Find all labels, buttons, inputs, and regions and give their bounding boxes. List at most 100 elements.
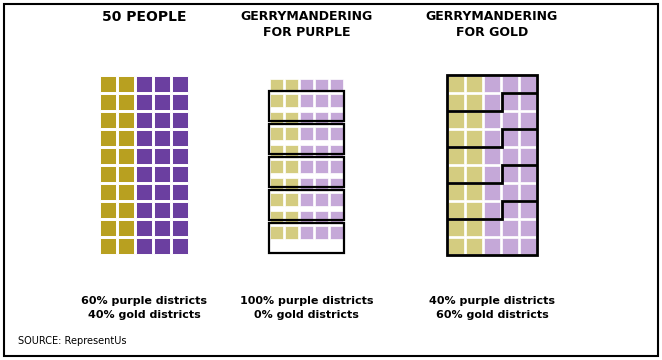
Bar — [300, 145, 313, 158]
Bar — [466, 148, 482, 164]
Bar — [300, 127, 313, 140]
Bar — [172, 112, 188, 128]
Bar — [315, 127, 328, 140]
Bar — [136, 148, 152, 164]
Bar — [330, 79, 343, 92]
Bar — [300, 178, 313, 191]
Bar — [484, 220, 500, 236]
Bar — [448, 166, 464, 182]
Bar — [270, 226, 283, 239]
Bar — [285, 112, 298, 125]
Bar — [502, 112, 518, 128]
Bar — [484, 184, 500, 200]
Bar — [502, 184, 518, 200]
Bar — [269, 223, 344, 253]
Bar — [172, 184, 188, 200]
Bar — [448, 76, 464, 92]
Bar — [300, 211, 313, 224]
Bar — [502, 220, 518, 236]
Bar — [154, 166, 170, 182]
Bar — [118, 76, 134, 92]
Bar — [100, 220, 116, 236]
Bar — [154, 148, 170, 164]
Bar — [520, 238, 536, 254]
Bar — [484, 166, 500, 182]
Bar — [520, 166, 536, 182]
Bar — [285, 211, 298, 224]
Bar — [136, 130, 152, 146]
Bar — [118, 112, 134, 128]
Bar — [100, 238, 116, 254]
Bar — [520, 130, 536, 146]
Bar — [466, 166, 482, 182]
Bar — [315, 112, 328, 125]
Bar — [285, 94, 298, 107]
Text: 100% purple districts
0% gold districts: 100% purple districts 0% gold districts — [240, 296, 373, 320]
Bar — [502, 166, 518, 182]
Bar — [466, 220, 482, 236]
Bar — [502, 76, 518, 92]
Bar — [448, 220, 464, 236]
Bar — [270, 178, 283, 191]
Bar — [300, 226, 313, 239]
Bar — [330, 211, 343, 224]
Bar — [136, 238, 152, 254]
Bar — [118, 220, 134, 236]
Bar — [315, 211, 328, 224]
Bar — [466, 184, 482, 200]
Bar — [154, 238, 170, 254]
Bar — [136, 94, 152, 110]
Bar — [154, 184, 170, 200]
Text: GERRYMANDERING
FOR PURPLE: GERRYMANDERING FOR PURPLE — [240, 10, 373, 39]
Bar — [270, 112, 283, 125]
Bar — [484, 238, 500, 254]
Bar — [520, 220, 536, 236]
Bar — [502, 94, 518, 110]
Bar — [100, 148, 116, 164]
Bar — [330, 193, 343, 206]
Bar — [172, 94, 188, 110]
Bar — [315, 145, 328, 158]
Bar — [520, 112, 536, 128]
Bar — [300, 160, 313, 173]
Bar — [300, 94, 313, 107]
Bar — [315, 226, 328, 239]
Bar — [300, 112, 313, 125]
Bar — [172, 238, 188, 254]
Text: GERRYMANDERING
FOR GOLD: GERRYMANDERING FOR GOLD — [426, 10, 558, 39]
Bar — [154, 130, 170, 146]
Bar — [448, 184, 464, 200]
Bar — [466, 130, 482, 146]
Bar — [448, 202, 464, 218]
Bar — [269, 157, 344, 187]
Bar — [484, 112, 500, 128]
Bar — [269, 91, 344, 121]
Bar — [448, 130, 464, 146]
Bar — [330, 94, 343, 107]
Bar — [172, 220, 188, 236]
Bar — [136, 220, 152, 236]
Bar — [100, 184, 116, 200]
Bar — [330, 178, 343, 191]
Bar — [448, 94, 464, 110]
Text: 50 PEOPLE: 50 PEOPLE — [102, 10, 186, 24]
Bar — [172, 166, 188, 182]
Bar — [154, 112, 170, 128]
Bar — [100, 202, 116, 218]
Bar — [118, 130, 134, 146]
Bar — [484, 202, 500, 218]
Bar — [330, 226, 343, 239]
Bar — [315, 94, 328, 107]
Bar — [315, 193, 328, 206]
Bar — [154, 220, 170, 236]
Bar — [100, 112, 116, 128]
Bar — [118, 184, 134, 200]
Bar — [285, 145, 298, 158]
Bar — [448, 148, 464, 164]
Bar — [330, 112, 343, 125]
Bar — [502, 130, 518, 146]
Bar — [270, 79, 283, 92]
Bar — [136, 184, 152, 200]
Bar — [154, 202, 170, 218]
Bar — [285, 226, 298, 239]
